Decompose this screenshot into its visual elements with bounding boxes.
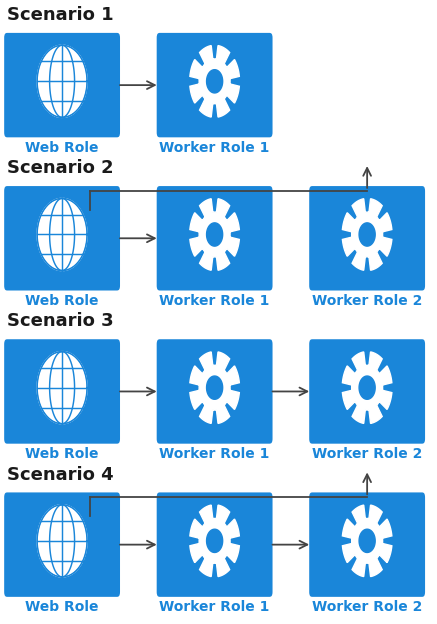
FancyBboxPatch shape	[3, 185, 121, 292]
Polygon shape	[37, 45, 87, 117]
Polygon shape	[207, 223, 223, 246]
Text: Web Role: Web Role	[25, 447, 99, 461]
Text: Worker Role 1: Worker Role 1	[160, 447, 270, 461]
Text: Worker Role 2: Worker Role 2	[312, 447, 422, 461]
Text: Web Role: Web Role	[25, 140, 99, 155]
Text: Scenario 4: Scenario 4	[7, 466, 114, 484]
Text: Worker Role 1: Worker Role 1	[160, 600, 270, 614]
Polygon shape	[190, 46, 239, 117]
Text: Web Role: Web Role	[25, 600, 99, 614]
FancyBboxPatch shape	[308, 185, 427, 292]
FancyBboxPatch shape	[155, 338, 274, 445]
Polygon shape	[207, 529, 223, 552]
Polygon shape	[343, 198, 392, 270]
Polygon shape	[37, 505, 87, 577]
Text: Scenario 3: Scenario 3	[7, 313, 114, 331]
Polygon shape	[359, 223, 375, 246]
Text: Worker Role 2: Worker Role 2	[312, 600, 422, 614]
FancyBboxPatch shape	[3, 491, 121, 598]
Polygon shape	[207, 376, 223, 399]
Polygon shape	[190, 352, 239, 424]
FancyBboxPatch shape	[155, 31, 274, 139]
Text: Worker Role 2: Worker Role 2	[312, 294, 422, 308]
Polygon shape	[37, 198, 87, 271]
Polygon shape	[343, 505, 392, 577]
FancyBboxPatch shape	[3, 338, 121, 445]
Polygon shape	[190, 198, 239, 270]
FancyBboxPatch shape	[155, 491, 274, 598]
Text: Scenario 2: Scenario 2	[7, 159, 114, 177]
FancyBboxPatch shape	[155, 185, 274, 292]
FancyBboxPatch shape	[3, 31, 121, 139]
FancyBboxPatch shape	[308, 491, 427, 598]
Polygon shape	[359, 529, 375, 552]
Polygon shape	[343, 352, 392, 424]
FancyBboxPatch shape	[308, 338, 427, 445]
Text: Scenario 1: Scenario 1	[7, 6, 114, 24]
Text: Worker Role 1: Worker Role 1	[160, 294, 270, 308]
Polygon shape	[37, 351, 87, 424]
Text: Worker Role 1: Worker Role 1	[160, 140, 270, 155]
Polygon shape	[190, 505, 239, 577]
Polygon shape	[207, 70, 223, 93]
Polygon shape	[359, 376, 375, 399]
Text: Web Role: Web Role	[25, 294, 99, 308]
